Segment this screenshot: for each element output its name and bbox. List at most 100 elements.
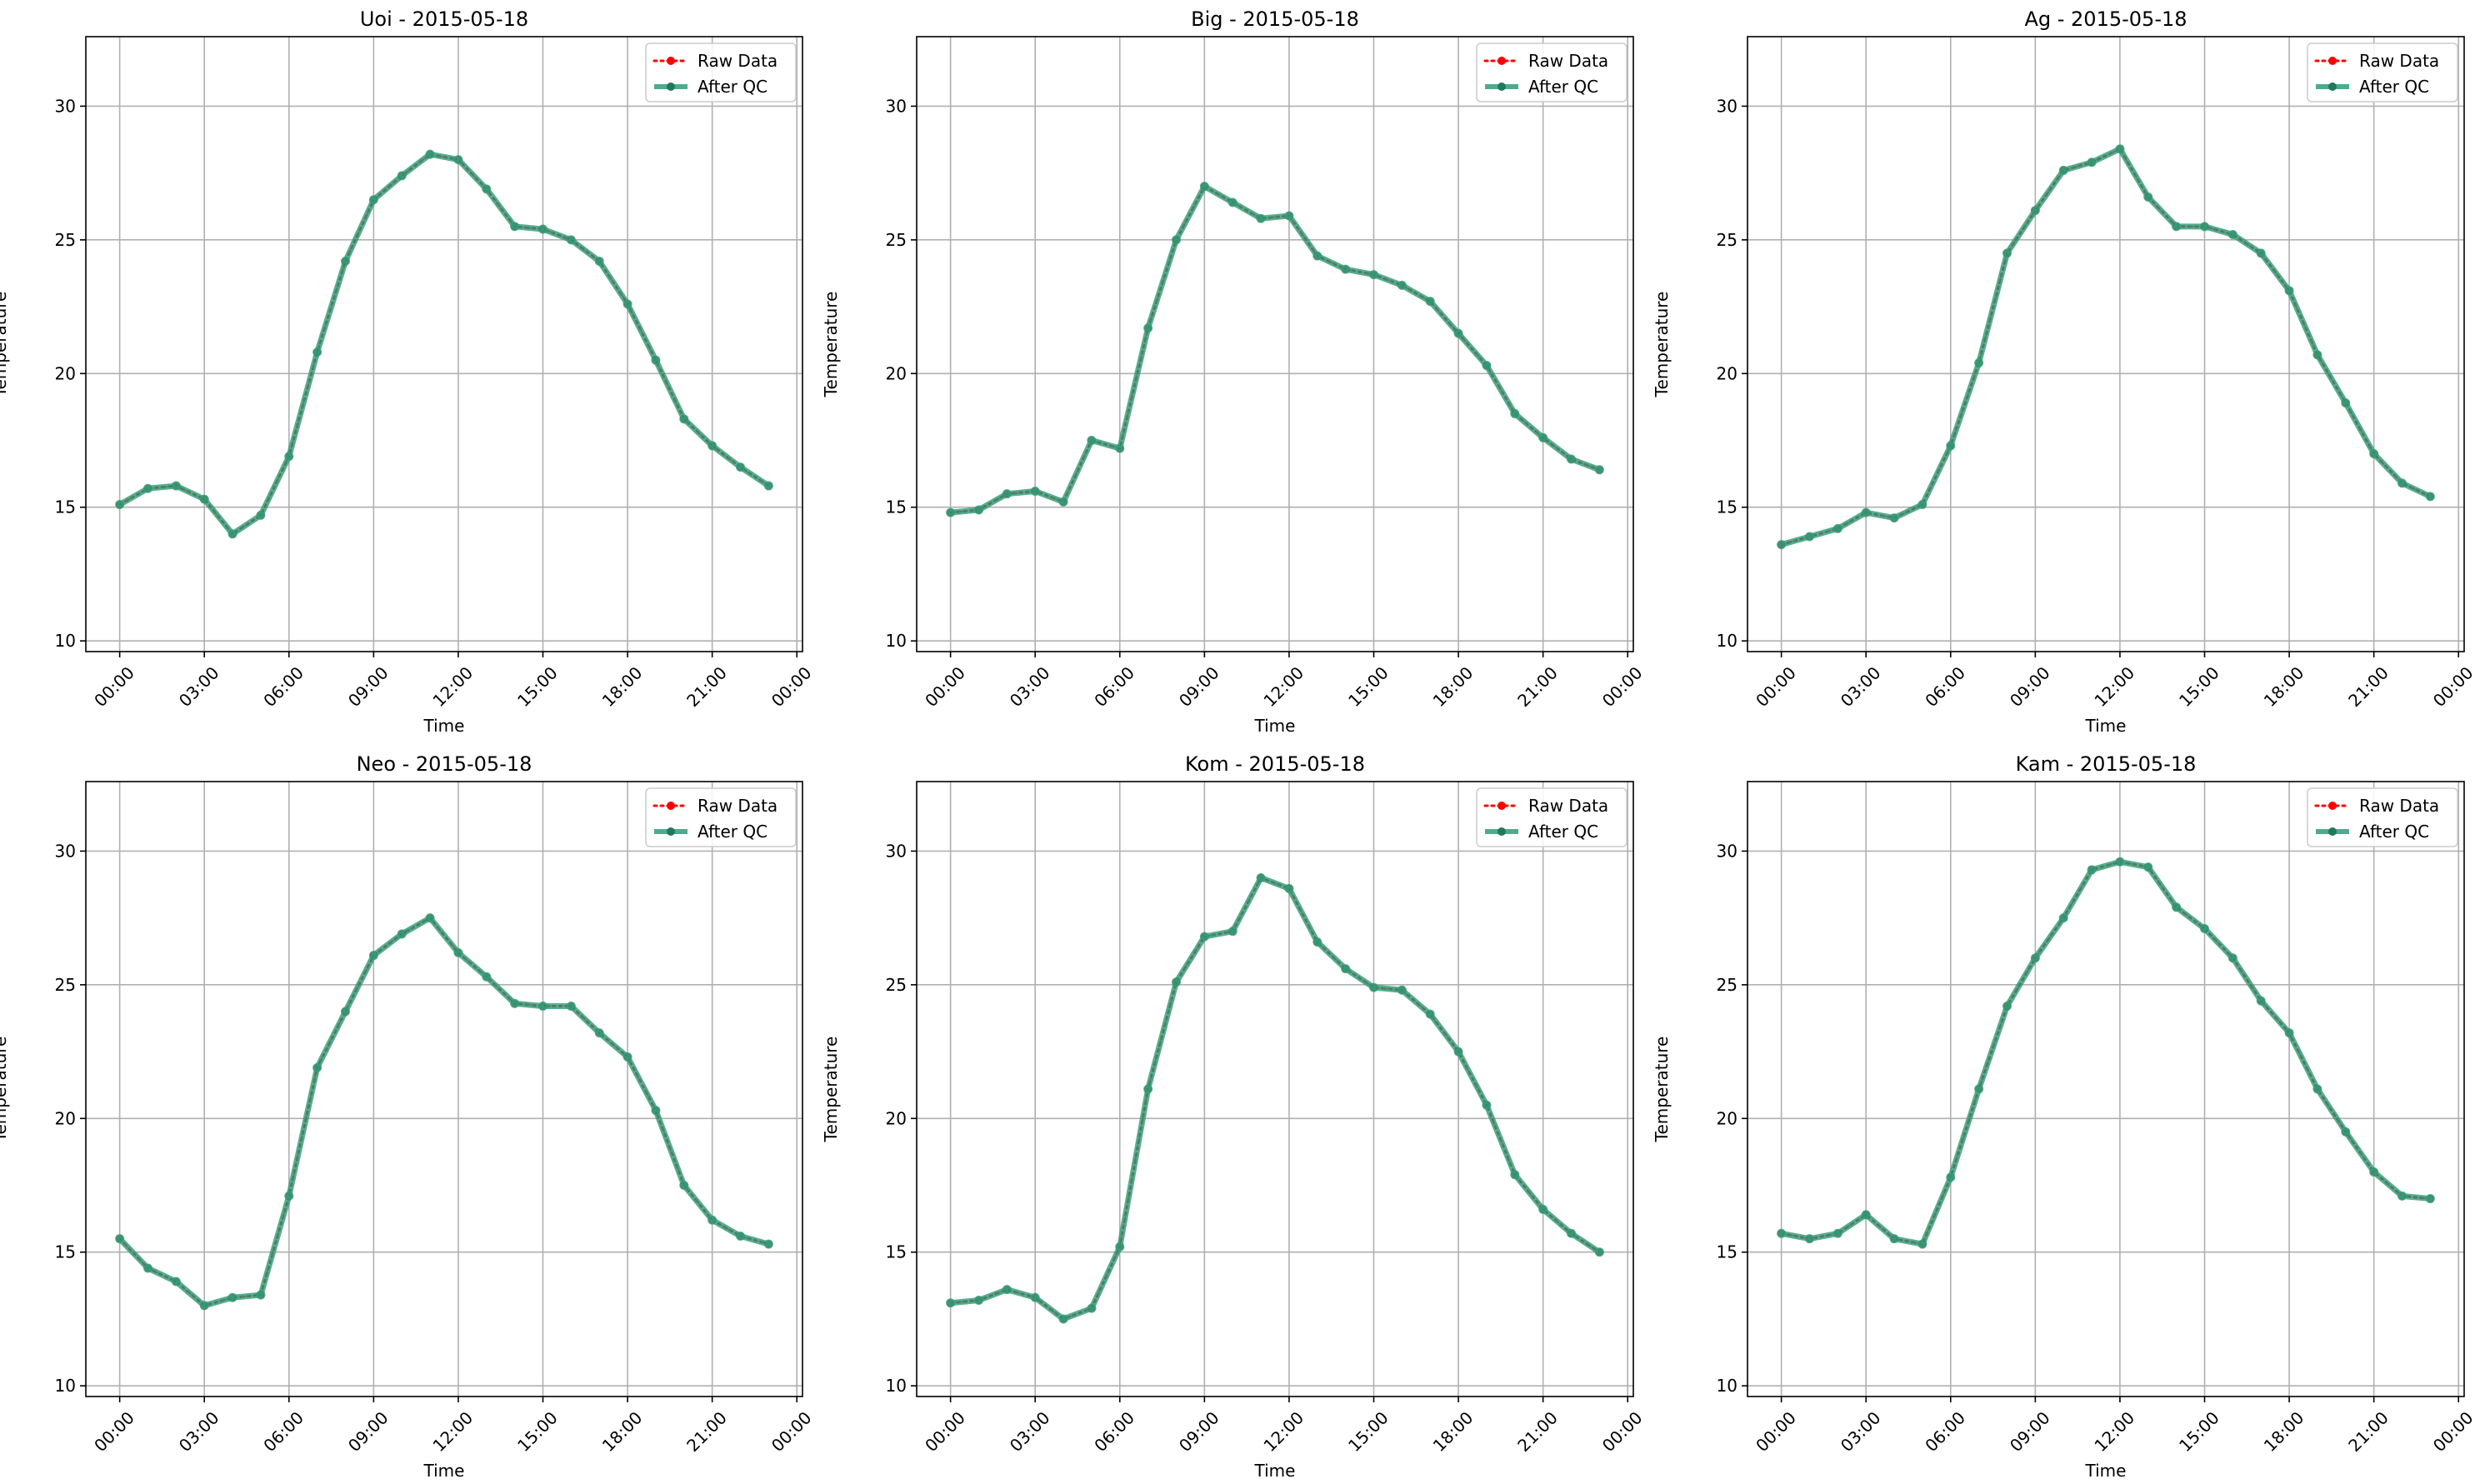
legend-raw-marker [667, 802, 675, 810]
y-tick-label: 30 [55, 96, 76, 116]
after-qc-point [538, 1002, 548, 1012]
after-qc-point [736, 462, 746, 472]
after-qc-point [2398, 478, 2408, 488]
axes-frame [85, 36, 803, 652]
after-qc-point [1369, 982, 1379, 992]
after-qc-point [1974, 1084, 1984, 1094]
after-qc-point [1804, 532, 1814, 542]
after-qc-point [1425, 1009, 1435, 1019]
after-qc-point [2284, 286, 2294, 296]
x-tick-label: 09:00 [2006, 662, 2054, 711]
after-qc-point [1804, 1234, 1814, 1244]
x-tick-label: 15:00 [2175, 662, 2223, 711]
legend-raw-marker [1498, 57, 1506, 65]
legend-raw-marker [1498, 802, 1506, 810]
x-tick-label: 00:00 [1598, 662, 1647, 711]
y-axis-label: Temperature [1652, 1037, 1672, 1143]
x-tick-label: 00:00 [2429, 662, 2478, 711]
after-qc-point [142, 483, 152, 493]
x-tick-label: 21:00 [682, 1407, 731, 1456]
after-qc-point [763, 1239, 773, 1249]
after-qc-line [1778, 146, 2433, 548]
after-qc-point [651, 1106, 661, 1116]
after-qc-point [482, 184, 492, 194]
x-tick-label: 12:00 [428, 1407, 477, 1456]
subplot-title: Kam - 2015-05-18 [2016, 752, 2197, 776]
y-tick-label: 10 [55, 1376, 76, 1396]
x-tick-label: 03:00 [1837, 1407, 1885, 1456]
y-axis-label: Temperature [1652, 292, 1672, 398]
after-qc-point [1087, 1303, 1097, 1313]
y-tick-label: 10 [1717, 1376, 1738, 1396]
axes-frame [916, 36, 1634, 652]
x-tick-label: 18:00 [598, 662, 647, 711]
after-qc-point [2228, 953, 2238, 963]
x-tick-label: 18:00 [2260, 662, 2308, 711]
after-qc-point [973, 505, 983, 515]
after-qc-point [973, 1295, 983, 1305]
after-qc-point [2284, 1028, 2294, 1038]
x-tick-label: 21:00 [1513, 662, 1562, 711]
x-tick-label: 00:00 [90, 1407, 138, 1456]
after-qc-point [1058, 1314, 1068, 1324]
after-qc-point [538, 224, 548, 234]
x-tick-label: 00:00 [2429, 1407, 2478, 1456]
after-qc-point [453, 155, 463, 165]
after-qc-point [1832, 1228, 1842, 1238]
legend-qc-marker [667, 827, 675, 836]
y-tick-label: 20 [886, 1108, 907, 1128]
legend-label-raw: Raw Data [1528, 51, 1608, 71]
after-qc-point [2369, 449, 2379, 459]
after-qc-point [763, 481, 773, 491]
y-tick-label: 30 [886, 96, 907, 116]
x-tick-label: 15:00 [2175, 1407, 2223, 1456]
x-tick-label: 09:00 [1175, 1407, 1223, 1456]
x-tick-label: 06:00 [259, 662, 308, 711]
x-tick-label: 12:00 [2090, 1407, 2138, 1456]
x-tick-label: 00:00 [1598, 1407, 1647, 1456]
y-tick-label: 15 [55, 497, 76, 517]
y-axis-label: Temperature [0, 292, 10, 398]
legend-label-raw: Raw Data [2359, 51, 2439, 71]
x-tick-label: 00:00 [768, 1407, 816, 1456]
axes-frame [85, 781, 803, 1397]
x-tick-label: 09:00 [2006, 1407, 2054, 1456]
x-axis-label: Time [2085, 1461, 2127, 1481]
after-qc-point [1058, 497, 1068, 507]
after-qc-point [1918, 1239, 1928, 1249]
x-tick-label: 15:00 [1344, 1407, 1392, 1456]
after-qc-point [199, 1301, 209, 1311]
raw-data-line [1780, 147, 2432, 547]
x-tick-label: 00:00 [921, 1407, 969, 1456]
after-qc-line [948, 183, 1602, 516]
after-qc-point [2228, 229, 2238, 239]
after-qc-line [117, 915, 772, 1309]
x-tick-label: 21:00 [1513, 1407, 1562, 1456]
legend: Raw Data After QC [645, 787, 797, 847]
legend-raw-marker [2328, 57, 2337, 65]
x-tick-label: 12:00 [1259, 662, 1308, 711]
y-tick-label: 25 [1717, 230, 1738, 250]
legend-label-raw: Raw Data [1528, 796, 1608, 816]
subplot-6: 00:00 03:00 06:00 09:00 12:00 15:00 18:00 21:00… [1652, 752, 2478, 1481]
after-qc-point [1510, 408, 1520, 418]
after-qc-point [1284, 883, 1294, 893]
after-qc-point [1228, 927, 1238, 937]
axes-frame [1747, 36, 2465, 652]
x-tick-label: 03:00 [175, 662, 223, 711]
after-qc-point [679, 414, 689, 424]
x-tick-label: 12:00 [428, 662, 477, 711]
after-qc-point [425, 149, 435, 159]
after-qc-point [1171, 235, 1181, 245]
legend-label-raw: Raw Data [2359, 796, 2439, 816]
subplot-title: Ag - 2015-05-18 [2024, 7, 2187, 31]
x-tick-label: 06:00 [1921, 1407, 1969, 1456]
after-qc-point [397, 171, 407, 181]
x-tick-label: 15:00 [513, 1407, 562, 1456]
after-qc-point [1974, 357, 1984, 367]
y-tick-label: 20 [55, 1108, 76, 1128]
after-qc-point [2172, 222, 2182, 232]
legend: Raw Data After QC [1476, 42, 1628, 102]
subplot-title: Neo - 2015-05-18 [357, 752, 532, 776]
y-tick-label: 20 [1717, 1108, 1738, 1128]
